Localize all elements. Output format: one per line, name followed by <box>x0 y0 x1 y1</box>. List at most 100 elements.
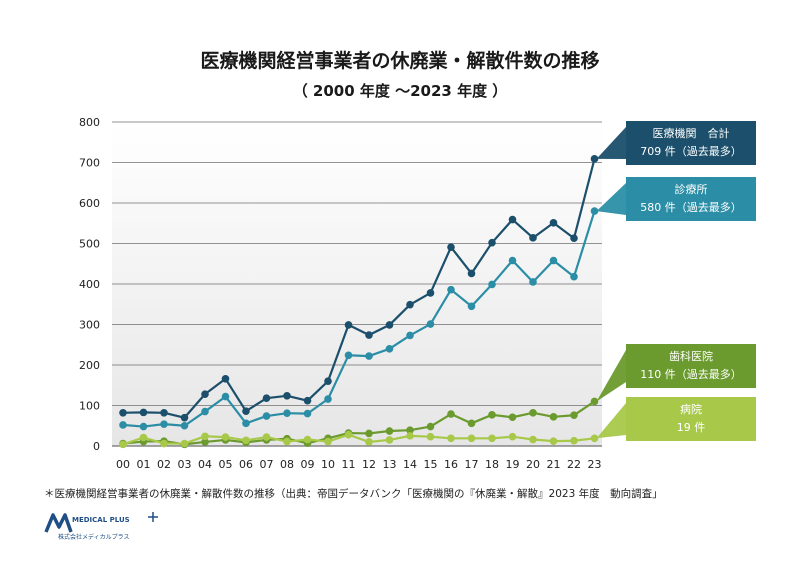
callout-clinic: 診療所 580 件（過去最多） <box>626 177 756 221</box>
logo-plus-icon <box>148 512 158 522</box>
data-point <box>283 437 291 446</box>
data-point <box>549 437 558 445</box>
series-line <box>122 210 596 428</box>
x-tick-label: 23 <box>588 458 602 471</box>
data-point <box>324 437 332 446</box>
callout-clinic-name: 診療所 <box>674 183 708 196</box>
y-tick-label: 500 <box>79 238 100 251</box>
x-tick-label: 03 <box>178 458 192 471</box>
data-point <box>365 438 373 446</box>
y-tick-label: 300 <box>79 319 100 332</box>
data-point <box>303 435 312 444</box>
x-tick-label: 08 <box>280 458 294 471</box>
chart-subtitle: （ 2000 年度 ～2023 年度 ） <box>292 82 508 100</box>
callout-hospital: 病院 19 件 <box>626 397 756 441</box>
data-point <box>221 392 230 401</box>
data-point <box>180 413 189 422</box>
series-0 <box>119 155 599 422</box>
x-tick-label: 19 <box>506 458 520 471</box>
data-point <box>262 394 271 403</box>
x-tick-label: 01 <box>137 458 151 471</box>
data-point <box>590 207 599 215</box>
callout-pointer <box>596 350 626 402</box>
data-point <box>488 280 496 289</box>
data-point <box>467 269 476 278</box>
data-point <box>447 285 455 294</box>
x-axis-ticks: 00 01 02 03 04 05 06 07 08 09 10 11 12 13 14 15 16 17 18 19… <box>116 458 602 471</box>
y-axis-ticks: 0 100 200 300 400 500 600 700 800 <box>79 116 100 453</box>
series-line <box>122 158 596 419</box>
data-point <box>549 219 558 227</box>
callout-clinic-value: 580 件（過去最多） <box>640 201 742 214</box>
data-point <box>426 289 435 297</box>
data-point <box>201 407 209 416</box>
data-point <box>590 434 599 443</box>
data-point <box>283 409 291 417</box>
x-tick-label: 21 <box>547 458 561 471</box>
callout-hospital-name: 病院 <box>680 403 702 416</box>
data-point <box>447 434 455 443</box>
y-tick-label: 600 <box>79 197 100 210</box>
x-tick-label: 22 <box>567 458 581 471</box>
data-point <box>160 408 168 417</box>
data-point <box>365 352 373 360</box>
callout-leaders <box>596 127 626 439</box>
data-point <box>426 422 435 431</box>
data-point <box>365 429 373 438</box>
callout-total-value: 709 件（過去最多） <box>640 145 742 158</box>
data-point <box>508 432 517 441</box>
data-point <box>508 215 517 224</box>
data-point <box>160 439 168 448</box>
source-footnote: ＊医療機関経営事業者の休廃業・解散件数の推移（出典：帝国データバンク「医療機関の… <box>44 488 663 500</box>
line-chart: 0 100 200 300 400 500 600 700 800 00 01 02 03 04 05 06… <box>79 116 626 471</box>
x-tick-label: 06 <box>239 458 253 471</box>
data-point <box>139 408 148 417</box>
series-lines <box>119 155 599 449</box>
data-point <box>467 434 476 443</box>
data-point <box>549 413 558 421</box>
data-point <box>529 408 537 417</box>
data-point <box>570 411 578 420</box>
x-tick-label: 04 <box>198 458 212 471</box>
y-tick-label: 800 <box>79 116 100 129</box>
x-tick-label: 07 <box>260 458 274 471</box>
data-point <box>406 331 414 340</box>
data-point <box>590 397 599 406</box>
logo-name: MEDICAL PLUS <box>72 516 130 524</box>
callout-dental-name: 歯科医院 <box>669 350 713 363</box>
callout-dental-value: 110 件（過去最多） <box>640 368 742 381</box>
data-point <box>426 320 435 328</box>
data-point <box>201 390 209 398</box>
x-tick-label: 00 <box>116 458 130 471</box>
callout-pointer <box>596 403 626 439</box>
data-point <box>180 439 189 448</box>
y-tick-label: 200 <box>79 359 100 372</box>
data-point <box>303 396 312 405</box>
data-point <box>344 321 353 329</box>
data-point <box>549 256 558 265</box>
y-tick-label: 400 <box>79 278 100 291</box>
data-point <box>426 432 435 441</box>
data-point <box>570 436 578 445</box>
data-point <box>508 413 517 422</box>
callout-total: 医療機関 合計 709 件（過去最多） <box>626 121 756 165</box>
data-point <box>467 302 476 311</box>
data-point <box>139 433 148 442</box>
data-point <box>160 420 168 428</box>
x-tick-label: 18 <box>485 458 499 471</box>
data-point <box>201 432 209 441</box>
x-tick-label: 17 <box>465 458 479 471</box>
data-point <box>344 351 353 360</box>
data-point <box>242 419 250 428</box>
data-point <box>119 408 127 417</box>
data-point <box>508 256 517 265</box>
data-point <box>447 410 455 418</box>
data-point <box>303 409 312 418</box>
x-tick-label: 16 <box>444 458 458 471</box>
data-point <box>139 422 148 431</box>
data-point <box>180 421 189 430</box>
x-tick-label: 15 <box>424 458 438 471</box>
y-tick-label: 700 <box>79 157 100 170</box>
logo-subtext: 株式会社メディカルプラス <box>58 534 130 541</box>
